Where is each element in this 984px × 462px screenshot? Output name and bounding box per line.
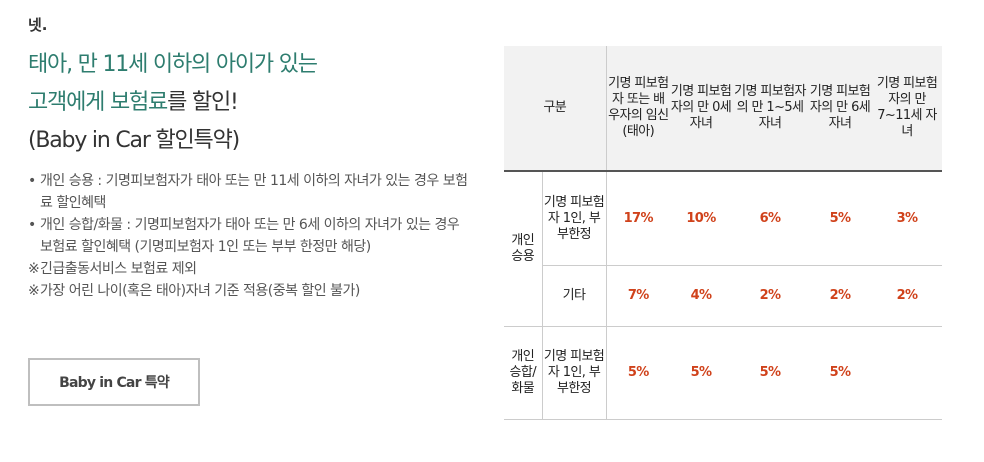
table-row: 개인 승용 기명 피보험자 1인, 부부한정 17% 10% 6% 5% 3% [504,171,943,327]
column-header: 기명 피보험자의 만 6세 자녀 [808,46,873,172]
discount-value: 7% [606,265,671,327]
note-mark: ※ [28,283,40,299]
bullet-mark: • [28,173,36,189]
title-line-2-highlight: 고객에게 보험료 [28,90,168,115]
table-row: 기타 7% 4% 2% 2% 2% [504,265,943,327]
page-title: 태아, 만 11세 이하의 아이가 있는 고객에게 보험료를 할인! (Baby… [28,46,318,160]
bullet-text: 개인 승용 : 기명피보험자가 태아 또는 만 11세 이하의 자녀가 있는 경… [40,173,468,211]
note-text: 긴급출동서비스 보험료 제외 [40,261,197,277]
column-header: 기명 피보험자의 만 0세 자녀 [670,46,733,172]
discount-value: 5% [670,326,733,420]
table-row: 개인 승합/ 화물 기명 피보험자 1인, 부부한정 5% 5% 5% 5% [504,326,943,420]
note-mark: ※ [28,261,40,277]
row-label: 기명 피보험자 1인, 부부한정 [542,171,607,266]
discount-value: 4% [670,265,733,327]
column-header: 기명 피보험자의 만 1~5세 자녀 [732,46,809,172]
bullet-item: • 개인 승용 : 기명피보험자가 태아 또는 만 11세 이하의 자녀가 있는… [28,170,473,214]
title-line-3: (Baby in Car 할인특약) [28,128,240,153]
bullet-list: • 개인 승용 : 기명피보험자가 태아 또는 만 11세 이하의 자녀가 있는… [28,170,473,302]
discount-table: 구분 기명 피보험자 또는 배우자의 임신(태아) 기명 피보험자의 만 0세 … [504,46,943,420]
step-label: 넷. [28,16,48,34]
discount-value: 3% [872,171,943,266]
note-item: ※ 긴급출동서비스 보험료 제외 [28,258,473,280]
discount-value: 10% [670,171,733,266]
discount-value: 2% [732,265,809,327]
discount-value: 5% [606,326,671,420]
row-label: 기명 피보험자 1인, 부부한정 [542,326,607,420]
discount-value: 5% [808,171,873,266]
column-header: 기명 피보험자의 만 7~11세 자녀 [872,46,943,172]
row-label: 기타 [542,265,607,327]
discount-value: 6% [732,171,809,266]
bullet-mark: • [28,217,36,233]
discount-value: 2% [808,265,873,327]
group-label: 개인 승합/ 화물 [504,326,543,420]
baby-in-car-button[interactable]: Baby in Car 특약 [28,358,200,406]
title-line-1: 태아, 만 11세 이하의 아이가 있는 [28,52,318,77]
note-item: ※ 가장 어린 나이(혹은 태아)자녀 기준 적용(중복 할인 불가) [28,280,473,302]
header-division: 구분 [504,46,607,172]
note-text: 가장 어린 나이(혹은 태아)자녀 기준 적용(중복 할인 불가) [40,283,360,299]
discount-value: 17% [606,171,671,266]
title-line-2-rest: 를 할인! [167,90,239,115]
group-label: 개인 승용 [504,171,543,327]
discount-value: 5% [732,326,809,420]
bullet-text: 개인 승합/화물 : 기명피보험자가 태아 또는 만 6세 이하의 자녀가 있는… [40,217,460,255]
discount-value: 5% [808,326,873,420]
column-header: 기명 피보험자 또는 배우자의 임신(태아) [606,46,671,172]
discount-value: 2% [872,265,943,327]
discount-value [872,326,943,420]
bullet-item: • 개인 승합/화물 : 기명피보험자가 태아 또는 만 6세 이하의 자녀가 … [28,214,473,258]
